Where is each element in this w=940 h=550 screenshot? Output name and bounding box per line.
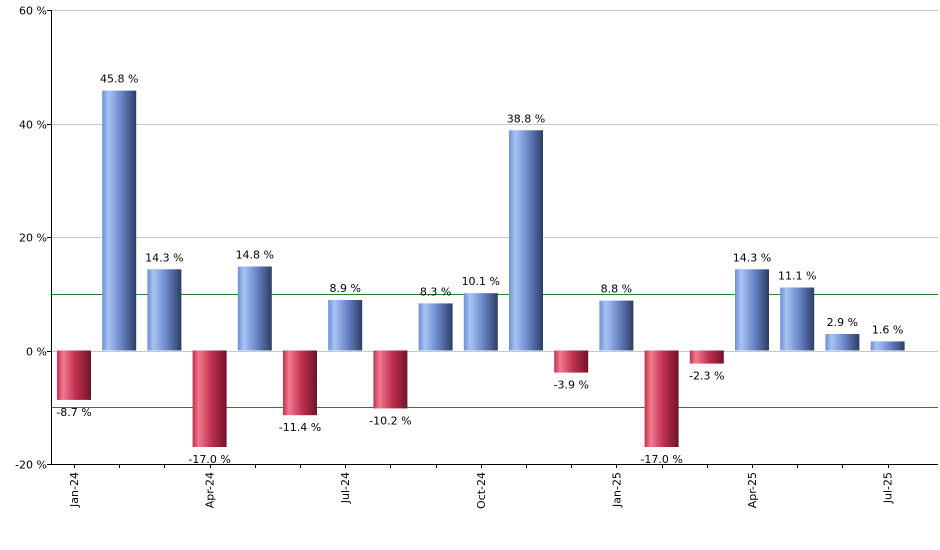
data-label: -2.3 % [689,370,724,383]
x-tick-label: Apr-25 [746,472,759,508]
bar [554,350,589,373]
y-tick-label: -20 % [15,459,47,472]
bar [735,269,769,351]
bar [237,266,272,351]
data-label: -11.4 % [279,421,321,434]
data-label: -3.9 % [553,379,588,392]
data-label: 14.8 % [236,249,274,262]
data-label: 10.1 % [462,275,500,288]
bar [599,300,634,351]
x-tick-label: Oct-24 [475,472,488,509]
data-label: -8.7 % [56,406,91,419]
data-label: 8.3 % [420,285,451,298]
x-tick-label: Jan-24 [68,472,81,508]
x-tick-label: Apr-24 [204,472,217,508]
bar [689,350,724,364]
data-label: 2.9 % [827,316,858,329]
data-label: 45.8 % [100,73,138,86]
bar [283,350,317,416]
bar [192,350,227,447]
data-label: 14.3 % [145,251,183,264]
data-label: -17.0 % [640,453,682,466]
data-label: 8.9 % [329,282,360,295]
bar [147,269,182,351]
gridlines [51,10,938,465]
x-tick-label: Jan-25 [610,472,623,508]
bar [328,300,363,351]
y-tick-label: 40 % [19,119,47,132]
bar [463,293,498,351]
bar [644,350,679,447]
x-tick-label: Jul-24 [339,472,352,504]
bar [509,130,543,351]
bar [57,350,91,400]
data-label: 1.6 % [872,323,903,336]
bar [825,334,860,351]
bar [780,287,815,351]
y-tick-label: 20 % [19,232,47,245]
y-tick-label: 0 % [26,346,47,359]
data-label: 38.8 % [507,112,545,125]
data-label: -17.0 % [188,453,230,466]
axes: -20 % 0 % 20 % 40 % 60 % Jan-24 Apr-24 Jul-24 Oc… [15,5,938,509]
bar [102,90,137,351]
bar [870,341,905,351]
data-labels: -8.7 % 45.8 % 14.3 % -17.0 % 14.8 % -11.4 % 8.… [56,73,903,466]
bar [418,303,453,351]
bar [373,350,408,409]
data-label: 11.1 % [778,270,816,283]
data-label: 14.3 % [733,251,771,264]
y-tick-label: 60 % [19,5,47,18]
x-tick-label: Jul-25 [882,472,895,504]
data-label: 8.8 % [601,283,632,296]
data-label: -10.2 % [369,414,411,427]
bars [57,90,905,447]
